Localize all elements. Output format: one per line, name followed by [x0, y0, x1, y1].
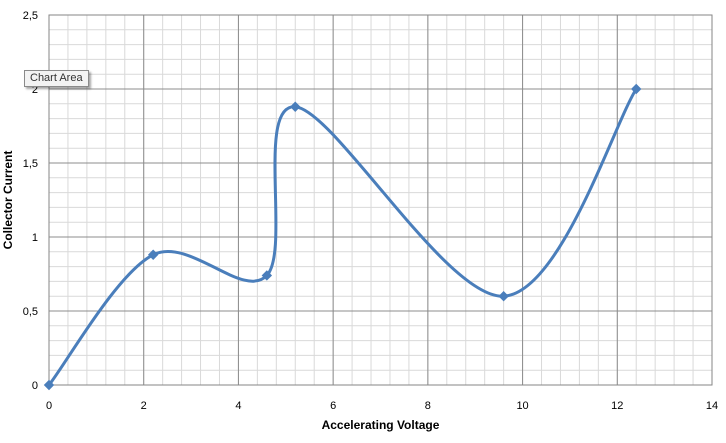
- y-tick-label: 0,5: [23, 306, 38, 318]
- chart-area-tooltip: Chart Area: [24, 70, 89, 87]
- y-tick-label: 2,5: [23, 10, 38, 22]
- data-point-marker[interactable]: [261, 270, 273, 281]
- y-tick-label: 1,5: [23, 158, 38, 170]
- x-tick-label: 4: [235, 400, 241, 412]
- major-gridlines: [49, 15, 712, 385]
- y-tick-label: 2: [32, 84, 38, 96]
- data-point-marker[interactable]: [43, 379, 55, 391]
- data-point-marker[interactable]: [498, 290, 509, 302]
- y-axis-title: Collector Current: [1, 151, 15, 250]
- x-tick-label: 14: [706, 400, 718, 412]
- minor-gridlines: [49, 15, 712, 385]
- x-axis-tick-labels: 0 2 4 6 8 10 12 14: [46, 400, 718, 412]
- x-axis-title: Accelerating Voltage: [322, 418, 440, 432]
- x-tick-label: 12: [611, 400, 623, 412]
- x-tick-label: 0: [46, 400, 52, 412]
- series-markers: [43, 83, 642, 391]
- x-tick-label: 10: [516, 400, 528, 412]
- x-tick-label: 8: [425, 400, 431, 412]
- y-axis-tick-labels: 0 0,5 1 1,5 2 2,5: [23, 10, 38, 392]
- data-point-marker[interactable]: [147, 249, 159, 260]
- plot-area[interactable]: [48, 14, 713, 386]
- y-tick-label: 0: [32, 380, 38, 392]
- y-tick-label: 1: [32, 232, 38, 244]
- x-tick-label: 2: [141, 400, 147, 412]
- data-point-marker[interactable]: [290, 101, 301, 112]
- x-tick-label: 6: [330, 400, 336, 412]
- data-point-marker[interactable]: [631, 83, 642, 95]
